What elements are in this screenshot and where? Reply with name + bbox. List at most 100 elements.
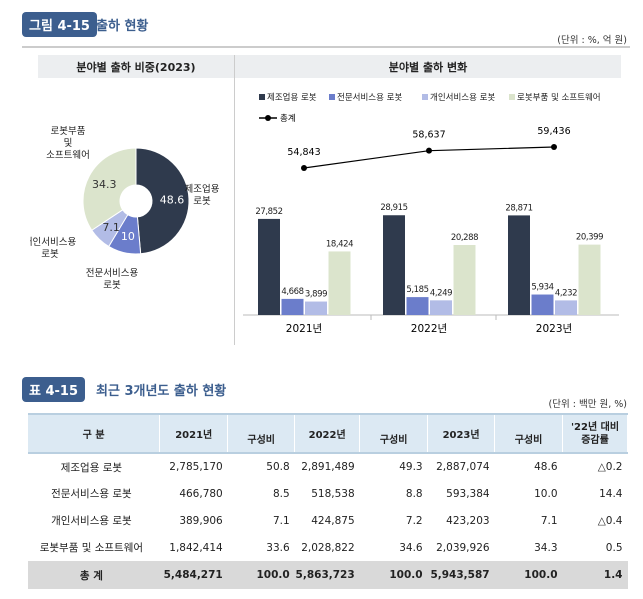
bar bbox=[578, 244, 601, 315]
table-cell: 593,384 bbox=[446, 487, 490, 500]
table-cell: 34.6 bbox=[399, 541, 423, 554]
bar-value-label: 5,934 bbox=[531, 283, 553, 293]
legend-swatch bbox=[422, 94, 428, 100]
table-cell: 34.3 bbox=[534, 541, 558, 554]
bar bbox=[281, 298, 304, 315]
table-cell: 7.1 bbox=[272, 514, 290, 527]
table-cell: 2,028,822 bbox=[301, 541, 355, 554]
header-share-2022: 구성비 bbox=[359, 413, 429, 454]
x-tick-label: 2023년 bbox=[536, 323, 572, 335]
bar-value-label: 20,399 bbox=[576, 233, 603, 243]
table-cell: 423,203 bbox=[446, 514, 490, 527]
bar-value-label: 3,899 bbox=[305, 290, 327, 300]
bar bbox=[453, 245, 476, 315]
table-cell: 5,484,271 bbox=[159, 561, 228, 589]
table-cell: 50.8 bbox=[266, 461, 290, 473]
bar bbox=[258, 218, 280, 315]
pie-slice bbox=[135, 147, 190, 255]
table-cell: 518,538 bbox=[311, 487, 355, 500]
pie-slice bbox=[82, 147, 137, 231]
table-row: 개인서비스용 로봇 389,906 7.1 424,875 7.2 423,203 7.1 △… bbox=[28, 507, 628, 534]
table-cell: 1,842,414 bbox=[169, 541, 223, 554]
shipment-table: 구 분 2021년 구성비 2022년 구성비 2023년 구성비 '22년 대… bbox=[28, 413, 628, 589]
table-cell: 10.0 bbox=[534, 487, 558, 500]
figure-unit: (단위 : %, 억 원) bbox=[557, 35, 627, 46]
table-cell: 8.5 bbox=[272, 487, 290, 500]
bar-value-label: 18,424 bbox=[326, 239, 353, 249]
table-cell: 424,875 bbox=[311, 514, 355, 527]
table-badge: 표 4-15 bbox=[22, 377, 86, 402]
table-cell: 48.6 bbox=[534, 461, 558, 473]
bar-value-label: 28,915 bbox=[380, 203, 407, 213]
bar bbox=[430, 300, 452, 315]
figure-badge: 그림 4-15 bbox=[22, 12, 97, 37]
divider bbox=[22, 46, 630, 48]
table-unit: (단위 : 백만 원, %) bbox=[548, 399, 627, 410]
table-cell: 14.4 bbox=[599, 487, 623, 500]
table-row: 전문서비스용 로봇 466,780 8.5 518,538 8.8 593,384 10.0… bbox=[28, 480, 628, 507]
header-change: '22년 대비 증감률 bbox=[562, 413, 628, 454]
figure-title: 출하 현황 bbox=[96, 19, 149, 34]
legend-label: 전문서비스용 로봇 bbox=[337, 92, 402, 103]
table-title: 최근 3개년도 출하 현황 bbox=[96, 384, 227, 399]
row-label: 개인서비스용 로봇 bbox=[51, 515, 132, 527]
legend-swatch bbox=[329, 94, 335, 100]
table-cell: 389,906 bbox=[179, 514, 223, 527]
bar bbox=[383, 215, 405, 315]
bar-value-label: 20,288 bbox=[451, 233, 478, 243]
bar bbox=[531, 294, 554, 315]
bar bbox=[305, 301, 327, 315]
pie-value-label: 34.3 bbox=[92, 178, 117, 191]
bar-value-label: 28,871 bbox=[505, 203, 532, 213]
bar-value-label: 4,232 bbox=[555, 288, 577, 298]
legend-marker bbox=[265, 115, 271, 121]
bar bbox=[508, 215, 530, 315]
x-tick-label: 2021년 bbox=[286, 323, 322, 335]
table-cell: 100.0 bbox=[227, 561, 295, 589]
table-cell: 2,039,926 bbox=[436, 541, 490, 554]
legend-label: 총계 bbox=[280, 113, 296, 124]
pie-value-label: 10 bbox=[121, 230, 135, 243]
header-2023: 2023년 bbox=[427, 413, 496, 454]
table-cell: 0.5 bbox=[605, 541, 623, 554]
panel-divider bbox=[234, 55, 235, 345]
x-tick-label: 2022년 bbox=[411, 323, 447, 335]
bar-value-label: 27,852 bbox=[255, 207, 282, 217]
legend-label: 제조업용 로봇 bbox=[267, 93, 317, 103]
legend-swatch bbox=[509, 94, 515, 100]
total-point bbox=[301, 165, 307, 171]
bar bbox=[555, 300, 577, 315]
bar bbox=[328, 251, 351, 315]
pie-header: 분야별 출하 비중(2023) bbox=[38, 55, 234, 78]
pie-category-label: 제조업용 로봇 bbox=[185, 183, 220, 207]
table-row: 제조업용 로봇 2,785,170 50.8 2,891,489 49.3 2,887,0… bbox=[28, 453, 628, 480]
table-cell: △0.4 bbox=[597, 514, 623, 527]
table-cell: 466,780 bbox=[179, 487, 223, 500]
pie-category-label: 로봇부품 및 소프트웨어 bbox=[46, 126, 90, 161]
table-cell: 7.2 bbox=[405, 514, 423, 527]
total-point bbox=[551, 144, 557, 151]
bar-header: 분야별 출하 변화 bbox=[235, 55, 621, 78]
table-cell: 2,891,489 bbox=[301, 461, 355, 473]
pie-value-label: 7.1 bbox=[102, 221, 120, 234]
table-cell: 7.1 bbox=[540, 514, 558, 527]
legend-label: 로봇부품 및 소프트웨어 bbox=[517, 92, 601, 103]
table-row: 로봇부품 및 소프트웨어 1,842,414 33.6 2,028,822 34.6 2,… bbox=[28, 534, 628, 561]
table-cell: 2,887,074 bbox=[436, 461, 490, 473]
row-label: 총 계 bbox=[28, 561, 160, 589]
table-cell: 100.0 bbox=[359, 561, 428, 589]
table-cell: 49.3 bbox=[399, 461, 423, 473]
bar bbox=[406, 297, 429, 315]
table-cell: 5,863,723 bbox=[294, 561, 360, 589]
table-cell: 2,785,170 bbox=[169, 461, 223, 473]
bar-value-label: 4,668 bbox=[281, 287, 303, 297]
total-value-label: 59,436 bbox=[537, 126, 570, 137]
total-point bbox=[426, 147, 432, 154]
bar-value-label: 4,249 bbox=[430, 288, 452, 298]
pie-category-label: 전문서비스용 로봇 bbox=[86, 268, 139, 291]
row-label: 제조업용 로봇 bbox=[60, 461, 123, 474]
header-2021: 2021년 bbox=[159, 413, 229, 454]
total-row: 총 계 5,484,271 100.0 5,863,723 100.0 5,943,587… bbox=[28, 561, 628, 589]
bar-value-label: 5,185 bbox=[406, 285, 428, 295]
